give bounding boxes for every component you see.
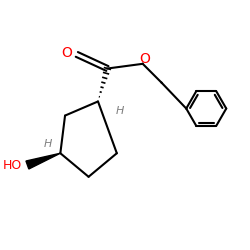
Text: H: H: [43, 139, 52, 149]
Text: O: O: [139, 52, 150, 66]
Text: O: O: [62, 46, 72, 60]
Text: H: H: [116, 106, 124, 116]
Text: HO: HO: [2, 159, 22, 172]
Polygon shape: [26, 153, 60, 169]
